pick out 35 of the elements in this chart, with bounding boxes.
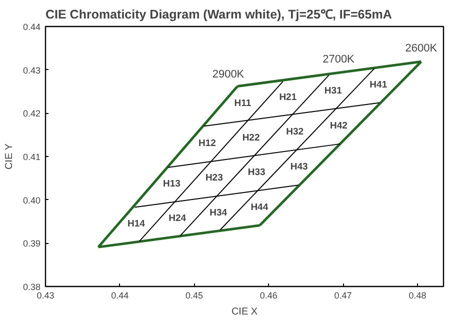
x-tick-label: 0.45 [186,290,204,300]
annotation: H11 [234,98,252,109]
y-tick-label: 0.39 [22,238,41,249]
annotation: H12 [198,138,216,150]
y-tick-label: 0.43 [22,65,41,76]
annotation: H33 [248,167,266,178]
annotation: 2700K [322,54,356,66]
annotation: H41 [370,80,388,91]
annotation: H23 [205,172,223,184]
annotation: H32 [286,126,304,138]
x-tick-label: 0.47 [334,290,352,300]
y-tick-label: 0.44 [22,22,41,32]
annotation: H22 [242,132,260,144]
annotation: H13 [163,178,180,190]
y-tick-label: 0.38 [22,282,41,292]
chart-title: CIE Chromaticity Diagram (Warm white), Tj=25℃, IF=65mA [46,8,392,22]
y-tick-label: 0.41 [22,152,41,162]
x-tick-label: 0.46 [260,290,278,300]
annotation: 2600K [405,42,438,55]
annotation: H44 [250,202,269,214]
annotation: H31 [324,86,343,97]
y-axis-title: CIE Y [4,143,15,170]
x-tick-label: 0.48 [408,290,426,300]
annotation: 2900K [212,68,245,81]
annotation: H43 [290,161,308,172]
annotation: H42 [330,120,348,132]
x-tick-label: 0.43 [36,290,54,300]
annotation: H34 [210,208,228,219]
annotation: H24 [168,213,187,224]
annotation: H14 [128,218,146,230]
y-tick-label: 0.42 [22,108,41,119]
y-tick-label: 0.40 [22,195,41,206]
x-tick-label: 0.44 [111,290,129,300]
annotation: H21 [279,92,298,103]
x-axis-title: CIE X [231,306,258,318]
